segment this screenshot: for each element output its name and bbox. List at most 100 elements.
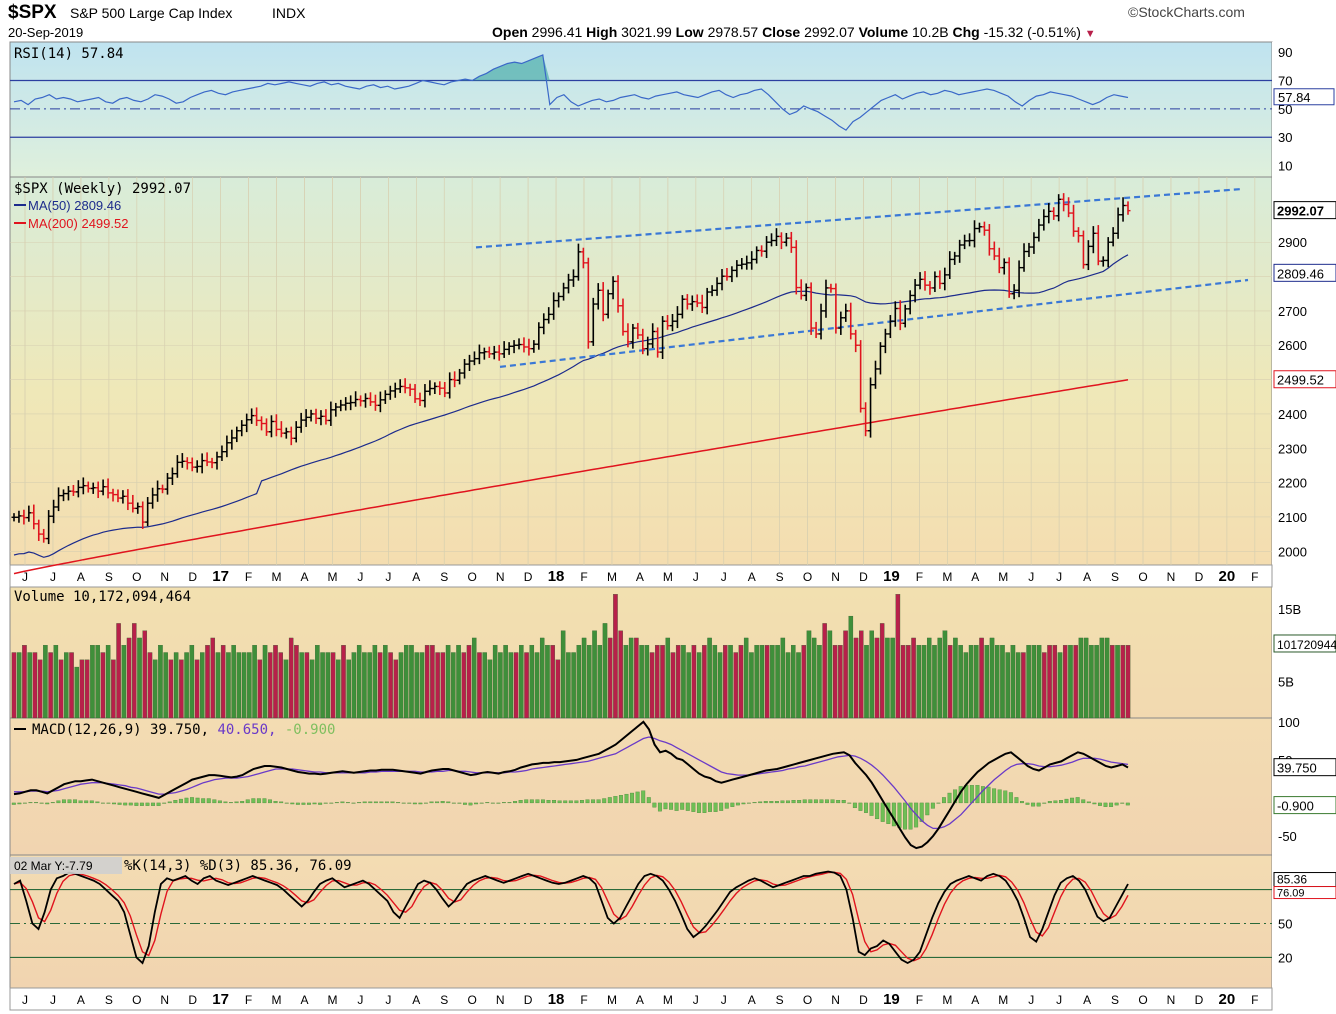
volume-bar [377,652,383,719]
quote-bar: Open 2996.41 High 3021.99 Low 2978.57 Cl… [492,24,1096,40]
hist-badge-box [1273,796,1336,815]
x-tick-label: J [1056,570,1062,584]
volume-bar [257,659,263,719]
volume-bar [430,645,435,719]
macd-hist-bar [535,799,540,804]
macd-hist-bar [669,802,674,810]
macd-hist-bar [546,800,551,804]
macd-hist-bar [869,802,874,816]
macd-hist-bar [11,802,16,805]
x-tick-label: J [22,570,28,584]
x-tick-label: A [300,570,308,584]
x-tick-label: O [132,570,141,584]
x-tick-label: F [580,570,587,584]
price-badge: 2499.52 [1277,373,1324,388]
volume-bar [942,630,948,719]
volume-bar [179,659,184,719]
macd-hist-bar [1053,800,1058,804]
macd-hist-bar [702,802,707,813]
x-tick-label: J [385,570,391,584]
volume-bar [947,645,953,719]
volume-bar [1099,637,1105,719]
macd-hist-bar [1064,798,1069,804]
macd-signal-value: 40.650, [217,722,284,738]
volume-bar [1089,645,1094,719]
macd-hist-bar [346,802,350,804]
macd-hist-bar [786,800,790,804]
macd-hist-bar [268,799,272,804]
volume-bar [11,652,17,719]
price-badge-box [1273,370,1336,389]
rsi-tick-label: 90 [1278,45,1292,60]
volume-bar [634,637,639,719]
volume-bar [670,652,676,719]
volume-bar [1010,645,1016,719]
x-tick-label: A [748,993,756,1007]
volume-bar [22,645,27,719]
macd-hist-bar [975,785,980,804]
volume-bar [937,637,942,719]
chart-symbol: $SPX [8,2,57,23]
volume-bar [1078,637,1084,719]
macd-hist-bar [295,802,300,805]
volume-bar [900,645,906,719]
macd-hist-bar [407,802,412,804]
volume-bar [388,652,393,719]
macd-hist-bar [39,802,44,804]
macd-hist-bar [513,801,518,804]
macd-hist-bar [903,802,907,830]
macd-hist-bar [969,785,974,804]
x-tick-label: J [721,993,727,1007]
macd-hist-bar [162,802,167,804]
x-tick-label: 17 [212,568,229,585]
macd-hist-bar [22,802,27,804]
high-label: High [586,24,618,40]
volume-bar [90,645,95,719]
volume-bar [283,659,289,719]
macd-hist-bar [875,802,880,820]
volume-bar [660,645,665,719]
macd-hist-bar [735,802,740,806]
volume-bar [461,652,467,719]
macd-hist-bar [769,801,774,804]
macd-hist-bar [318,802,323,805]
volume-bar [498,652,503,719]
volume-bar [926,637,932,719]
macd-hist-bar [568,800,573,804]
macd-hist-bar [95,801,100,804]
volume-bar [37,659,43,719]
macd-hist-bar [61,799,66,804]
x-tick-label: M [607,570,617,584]
volume-bar [827,630,833,719]
volume-bar [315,645,320,719]
price-badge-box [1273,263,1336,282]
volume-bar [717,652,723,719]
macd-hist-bar [368,801,373,804]
macd-hist-bar [1114,802,1119,806]
x-tick-label: 20 [1219,991,1236,1008]
macd-hist-bar [1014,797,1019,804]
macd-hist-bar [390,801,395,804]
macd-hist-bar [524,799,529,804]
volume-tick-label: 15B [1278,602,1301,617]
macd-hist-bar [479,802,484,804]
volume-bar [1052,645,1058,719]
volume-bar [1068,645,1073,719]
volume-bar [953,637,958,719]
volume-bar [435,652,440,719]
x-tick-label: J [385,993,391,1007]
stoch-k-badge: 85.36 [1277,873,1307,887]
volume-bar [832,645,838,719]
x-tick-label: O [803,570,812,584]
panel-stoch [9,854,1273,989]
macd-hist-bar [730,802,735,807]
volume-bar [210,637,216,719]
volume-bar [252,645,257,719]
volume-bar [168,659,174,719]
x-tick-label: N [496,570,505,584]
macd-hist-bar [351,802,356,804]
volume-bar [126,637,132,719]
macd-hist-bar [641,790,646,804]
price-tick-label: 2600 [1278,338,1307,353]
panel-rsi [9,41,1273,178]
